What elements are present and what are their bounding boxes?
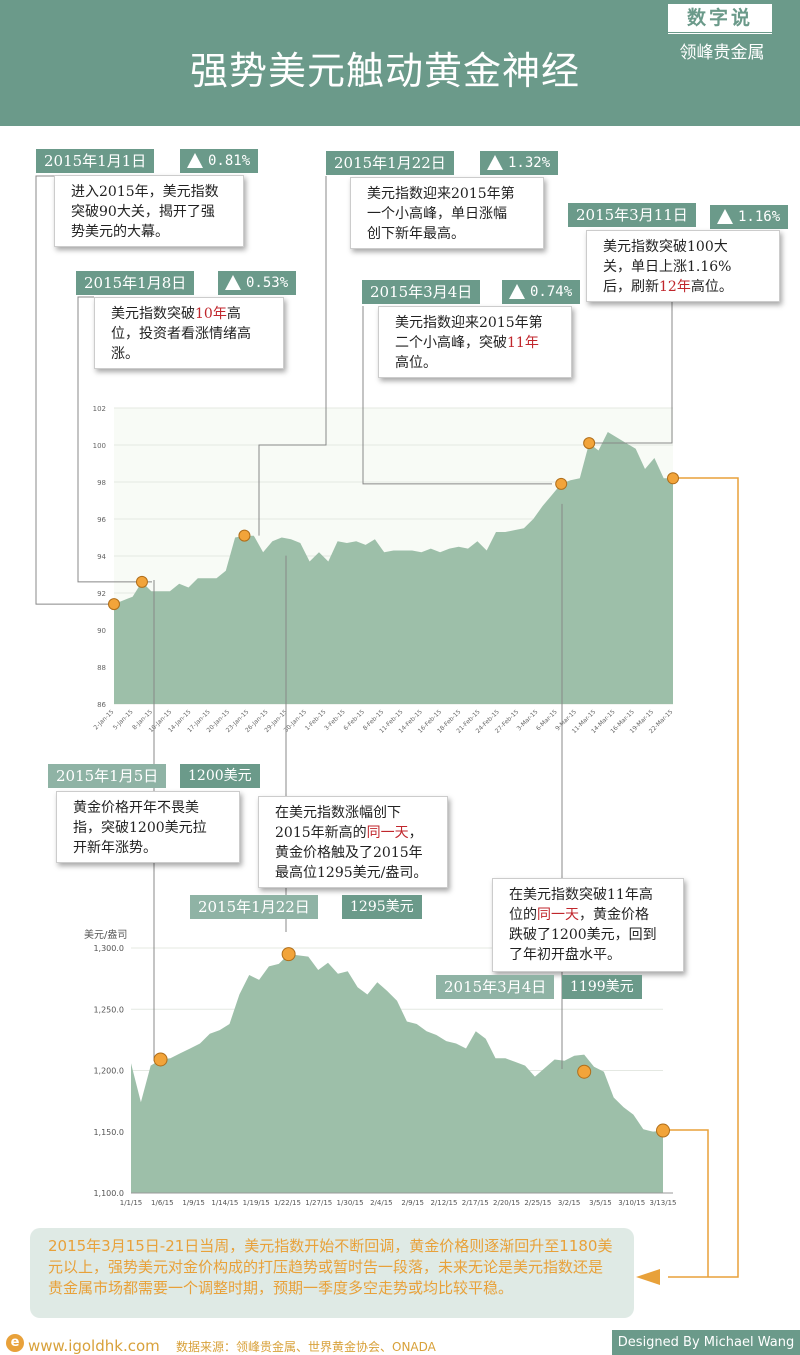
gold-x-tick-label: 3/10/15	[618, 1199, 645, 1207]
usd-event-marker	[108, 598, 120, 611]
gold-event-3-note: 在美元指数突破11年高 位的同一天，黄金价格 跌破了1200美元，回到 了年初开盘…	[492, 878, 684, 972]
gold-event-2-price: 1295美元	[342, 895, 422, 919]
up-triangle-icon	[509, 284, 525, 299]
gold-x-tick-label: 3/2/15	[558, 1199, 581, 1207]
gold-event-1-price: 1200美元	[180, 764, 260, 788]
gold-event-marker	[281, 947, 296, 962]
gold-x-tick-label: 2/25/15	[524, 1199, 551, 1207]
usd-event-marker	[583, 437, 596, 450]
usd-event-1-change: 0.81%	[180, 149, 259, 173]
up-triangle-icon	[187, 153, 203, 168]
usd-area-series	[114, 432, 673, 704]
brand-box: 数字说	[668, 4, 772, 32]
usd-event-2-change: 0.53%	[218, 271, 297, 295]
gold-event-2-note: 在美元指数涨幅创下 2015年新高的同一天， 黄金价格触及了2015年 最高位12…	[258, 796, 448, 888]
gold-y-tick-label: 1,250.0	[93, 1005, 124, 1014]
site-link[interactable]: www.igoldhk.com	[28, 1337, 160, 1355]
gold-event-marker	[577, 1064, 592, 1079]
up-triangle-icon	[487, 155, 503, 170]
gold-x-tick-label: 1/27/15	[305, 1199, 332, 1207]
brand-divider	[668, 33, 772, 34]
brand-name: 领峰贵金属	[679, 43, 765, 63]
usd-y-tick-label: 90	[97, 627, 106, 635]
usd-event-2-date: 2015年1月8日	[76, 271, 195, 295]
gold-x-tick-label: 1/19/15	[243, 1199, 270, 1207]
gold-y-tick-label: 1,100.0	[93, 1189, 124, 1198]
usd-connector-line	[35, 175, 115, 605]
gold-y-tick-label: 1,150.0	[93, 1128, 124, 1137]
usd-y-tick-label: 88	[97, 664, 106, 672]
gold-x-tick-label: 3/13/15	[650, 1199, 677, 1207]
usd-event-3-note: 美元指数迎来2015年第 一个小高峰，单日涨幅 创下新年最高。	[350, 177, 544, 249]
gold-to-summary-line	[660, 1129, 709, 1277]
usd-event-2-note: 美元指数突破10年高 位，投资者看涨情绪高 涨。	[94, 297, 284, 369]
gold-x-tick-label: 2/4/15	[370, 1199, 393, 1207]
gold-x-tick-label: 2/20/15	[493, 1199, 520, 1207]
gold-event-2-date: 2015年1月22日	[190, 895, 318, 919]
usd-event-4-note: 美元指数迎来2015年第 二个小高峰，突破11年 高位。	[378, 306, 572, 378]
up-triangle-icon	[717, 209, 733, 224]
usd-y-tick-label: 86	[97, 701, 106, 709]
gold-event-marker	[153, 1052, 168, 1067]
data-source: 数据来源：领峰贵金属、世界黄金协会、ONADA	[176, 1340, 436, 1354]
usd-event-marker	[135, 575, 148, 588]
usd-y-tick-label: 102	[93, 405, 106, 413]
gold-event-3-price: 1199美元	[562, 975, 642, 999]
gold-x-tick-label: 2/9/15	[401, 1199, 424, 1207]
gold-event-3-date: 2015年3月4日	[436, 975, 555, 999]
site-logo-icon: e	[6, 1334, 24, 1352]
gold-x-tick-label: 1/1/15	[120, 1199, 143, 1207]
gold-y-tick-label: 1,300.0	[93, 944, 124, 953]
summary-box: 2015年3月15日-21日当周，美元指数开始不断回调，黄金价格则逐渐回升至11…	[30, 1228, 634, 1318]
summary-arrow-icon	[636, 1269, 660, 1285]
gold-x-tick-label: 1/9/15	[182, 1199, 205, 1207]
usd-to-summary-line	[668, 477, 739, 1278]
usd-event-5-date: 2015年3月11日	[568, 203, 696, 227]
usd-event-marker	[238, 529, 251, 542]
usd-y-tick-label: 98	[97, 479, 106, 487]
usd-event-5-change: 1.16%	[710, 205, 789, 229]
gold-x-tick-label: 1/22/15	[274, 1199, 301, 1207]
usd-event-3-change: 1.32%	[480, 151, 559, 175]
usd-y-tick-label: 100	[93, 442, 106, 450]
usd-event-marker	[555, 477, 568, 490]
page-title: 强势美元触动黄金神经	[189, 49, 580, 93]
gold-event-1-date: 2015年1月5日	[48, 764, 167, 788]
usd-y-tick-label: 92	[97, 590, 106, 598]
usd-event-marker	[667, 472, 679, 485]
gold-event-1-note: 黄金价格开年不畏美 指，突破1200美元拉 开新年涨势。	[56, 791, 240, 863]
usd-event-5-note: 美元指数突破100大 关，单日上涨1.16% 后，刷新12年高位。	[586, 230, 780, 302]
usd-connector-line	[362, 306, 552, 485]
usd-event-1-note: 进入2015年，美元指数 突破90大关，揭开了强 势美元的大幕。	[54, 175, 244, 247]
usd-event-4-date: 2015年3月4日	[362, 280, 481, 304]
usd-event-3-date: 2015年1月22日	[326, 151, 454, 175]
gold-y-axis-label: 美元/盎司	[84, 928, 127, 941]
usd-y-tick-label: 96	[97, 516, 106, 524]
usd-y-tick-label: 94	[97, 553, 106, 561]
usd-connector-line	[77, 296, 152, 583]
gold-area-series	[131, 954, 663, 1193]
gold-x-tick-label: 1/30/15	[337, 1199, 364, 1207]
gold-x-tick-label: 1/14/15	[211, 1199, 238, 1207]
gold-x-tick-label: 3/5/15	[589, 1199, 612, 1207]
gold-x-tick-label: 2/12/15	[430, 1199, 457, 1207]
up-triangle-icon	[225, 275, 241, 290]
designer-credit: Designed By Michael Wang	[612, 1330, 800, 1355]
header-banner	[0, 0, 800, 126]
gold-x-tick-label: 1/6/15	[151, 1199, 174, 1207]
usd-event-4-change: 0.74%	[502, 280, 581, 304]
usd-connector-line	[258, 176, 327, 536]
gold-event-marker	[656, 1123, 670, 1138]
usd-event-1-date: 2015年1月1日	[36, 149, 155, 173]
gold-y-tick-label: 1,200.0	[93, 1067, 124, 1076]
gold-x-tick-label: 2/17/15	[462, 1199, 489, 1207]
